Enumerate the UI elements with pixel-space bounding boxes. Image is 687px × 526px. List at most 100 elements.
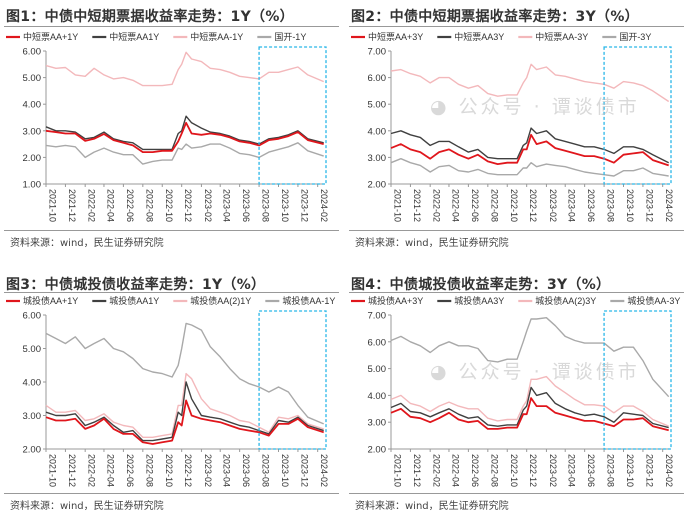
legend-label: 中短票AA-3Y — [535, 31, 588, 42]
series-line — [45, 51, 324, 87]
divider — [349, 292, 684, 293]
y-tick-label: 3.00 — [23, 411, 42, 422]
x-tick-label: 2023-04 — [222, 454, 232, 487]
x-tick-label: 2022-12 — [528, 189, 538, 222]
x-tick-label: 2023-12 — [299, 454, 309, 487]
x-tick-label: 2023-12 — [644, 454, 654, 487]
series-line — [390, 157, 669, 177]
series-line — [390, 397, 669, 432]
x-tick-label: 2022-10 — [509, 189, 519, 222]
x-tick-label: 2023-12 — [299, 189, 309, 222]
x-tick-label: 2023-02 — [548, 454, 558, 487]
x-tick-label: 2024-02 — [319, 189, 329, 222]
x-tick-label: 2022-08 — [489, 189, 499, 222]
x-tick-label: 2022-08 — [489, 454, 499, 487]
wechat-icon: ◕ — [430, 96, 459, 118]
y-tick-label: 2.00 — [368, 180, 387, 191]
x-tick-label: 2022-04 — [450, 454, 460, 487]
legend-label: 中短票AA+3Y — [368, 31, 423, 42]
legend-label: 城投债AA1Y — [109, 295, 159, 306]
chart-title: 图3：中债城投债收益率走势：1Y（%） — [6, 277, 266, 293]
x-tick-label: 2023-06 — [241, 189, 251, 222]
chart-panel-2: 图2：中债中短期票据收益率走势：3Y（%） 资料来源：wind，民生证券研究院 … — [345, 0, 687, 258]
divider — [4, 230, 339, 231]
divider — [4, 26, 339, 27]
x-tick-label: 2022-08 — [144, 189, 154, 222]
chart-title: 图2：中债中短期票据收益率走势：3Y（%） — [351, 9, 639, 25]
divider — [349, 26, 684, 27]
source-note: 资料来源：wind，民生证券研究院 — [355, 238, 509, 249]
watermark: ◕ 公众号 · 谭谈债市 — [430, 92, 640, 119]
x-tick-label: 2022-04 — [105, 189, 115, 222]
divider — [4, 493, 339, 494]
x-tick-label: 2023-04 — [567, 454, 577, 487]
series-line — [45, 115, 324, 151]
source-note: 资料来源：wind，民生证券研究院 — [10, 238, 164, 249]
x-tick-label: 2023-04 — [567, 189, 577, 222]
x-tick-label: 2021-12 — [412, 454, 422, 487]
legend-label: 城投债AA-3Y — [627, 295, 680, 306]
x-tick-label: 2023-02 — [203, 189, 213, 222]
x-tick-label: 2023-10 — [625, 189, 635, 222]
y-tick-label: 7.00 — [368, 311, 387, 322]
highlight-box — [603, 46, 672, 185]
x-tick-label: 2023-06 — [241, 454, 251, 487]
x-tick-label: 2024-02 — [319, 454, 329, 487]
chart-panel-4: 图4：中债城投债收益率走势：3Y（%） 资料来源：wind，民生证券研究院 2.… — [345, 268, 687, 526]
y-tick-label: 5.00 — [23, 73, 42, 84]
legend-label: 城投债AA+3Y — [368, 295, 423, 306]
y-tick-label: 3.00 — [368, 153, 387, 164]
x-tick-label: 2022-04 — [450, 189, 460, 222]
x-tick-label: 2023-06 — [586, 454, 596, 487]
line-chart: 2.00 3.00 4.00 5.00 6.00 2021-10 2021-12 2022-0… — [6, 295, 335, 487]
x-tick-label: 2022-12 — [183, 454, 193, 487]
y-tick-label: 5.00 — [368, 364, 387, 375]
x-tick-label: 2021-10 — [393, 454, 403, 487]
divider — [349, 230, 684, 231]
series-line — [390, 375, 669, 427]
divider — [4, 292, 339, 293]
series-line — [45, 399, 324, 445]
highlight-box — [603, 310, 672, 450]
watermark-text: 公众号 · 谭谈债市 — [458, 361, 640, 383]
y-tick-label: 3.00 — [23, 126, 42, 137]
x-tick-label: 2022-12 — [528, 454, 538, 487]
highlight-box — [258, 46, 327, 185]
x-tick-label: 2023-02 — [548, 189, 558, 222]
x-tick-label: 2023-06 — [586, 189, 596, 222]
line-chart: 2.00 3.00 4.00 5.00 6.00 7.00 2021-10 2021-12 20… — [351, 295, 680, 487]
x-tick-label: 2023-12 — [644, 189, 654, 222]
legend-label: 城投债AA-1Y — [282, 295, 335, 306]
x-tick-label: 2022-02 — [432, 189, 442, 222]
line-chart: 1.00 2.00 3.00 4.00 5.00 6.00 2021-10 2021-12 20… — [6, 31, 329, 222]
x-tick-label: 2022-06 — [470, 454, 480, 487]
y-tick-label: 5.00 — [23, 344, 42, 355]
series-line — [45, 322, 324, 425]
legend-label: 城投债AA+1Y — [23, 295, 78, 306]
x-tick-label: 2022-02 — [87, 454, 97, 487]
source-note: 资料来源：wind，民生证券研究院 — [10, 501, 164, 512]
series-line — [45, 121, 324, 154]
line-chart: 2.00 3.00 4.00 5.00 6.00 7.00 2021-10 2021-12 20… — [351, 31, 674, 222]
x-tick-label: 2021-12 — [67, 454, 77, 487]
legend-label: 国开-3Y — [619, 32, 651, 42]
x-tick-label: 2024-02 — [664, 189, 674, 222]
y-tick-label: 4.00 — [368, 391, 387, 402]
series-line — [390, 317, 670, 398]
y-tick-label: 2.00 — [23, 445, 42, 456]
x-tick-label: 2021-10 — [393, 189, 403, 222]
watermark: ◕ 公众号 · 谭谈债市 — [430, 357, 640, 384]
x-tick-label: 2022-02 — [432, 454, 442, 487]
y-tick-label: 4.00 — [23, 378, 42, 389]
x-tick-label: 2023-10 — [280, 189, 290, 222]
legend-label: 中短票AA+1Y — [23, 31, 78, 42]
x-tick-label: 2022-08 — [144, 454, 154, 487]
x-tick-label: 2022-12 — [183, 189, 193, 222]
y-tick-label: 4.00 — [23, 100, 42, 111]
legend-label: 城投债AA3Y — [454, 295, 504, 306]
x-tick-label: 2022-06 — [125, 189, 135, 222]
x-tick-label: 2021-10 — [48, 454, 58, 487]
series-line — [45, 381, 324, 442]
x-tick-label: 2022-10 — [509, 454, 519, 487]
x-tick-label: 2021-12 — [412, 189, 422, 222]
